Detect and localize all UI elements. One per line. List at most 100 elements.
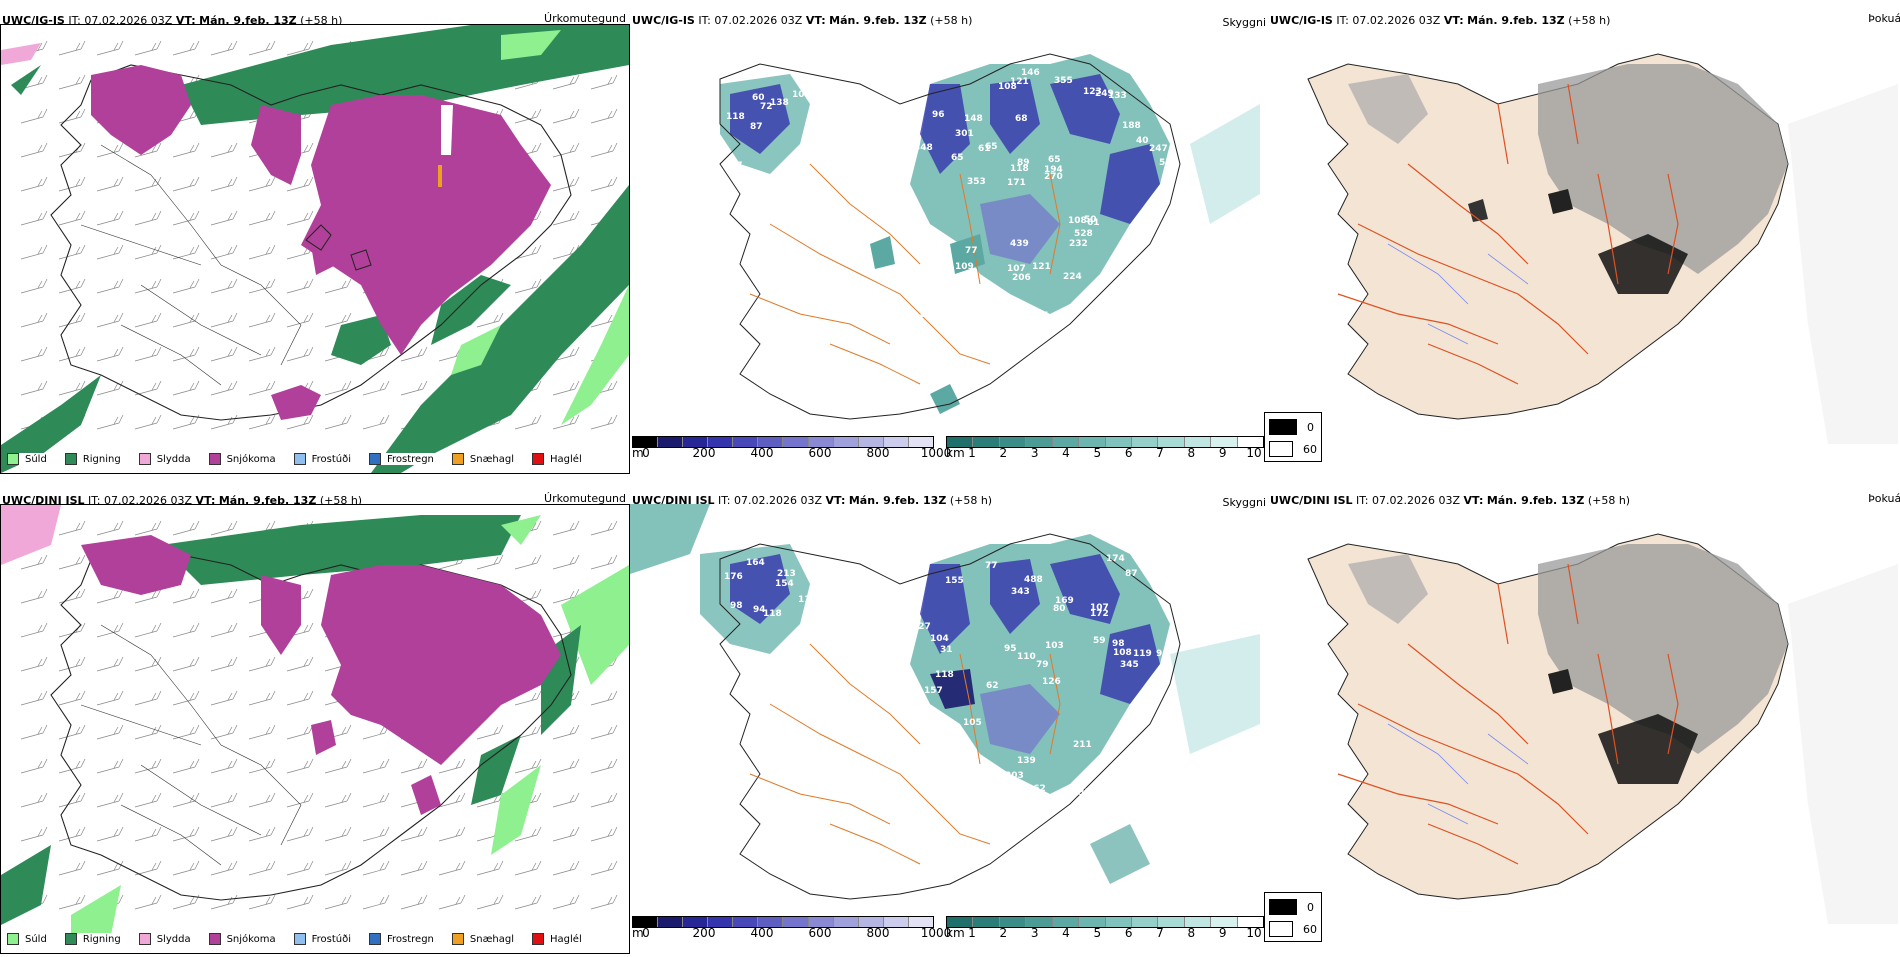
cloud-base-label: 194 xyxy=(1044,165,1063,175)
legend-label: Haglél xyxy=(550,933,582,945)
wind-barb xyxy=(96,278,124,294)
cloud-base-label: 87 xyxy=(750,122,763,132)
colorbar-segment xyxy=(1211,437,1238,447)
colorbar-segment xyxy=(683,437,709,447)
wind-barb xyxy=(210,724,238,740)
wind-barb xyxy=(286,792,314,808)
colorbar-segment xyxy=(783,917,809,927)
legend-item: Haglél xyxy=(532,933,582,945)
wind-barb xyxy=(96,244,124,260)
cloud-base-label: 104 xyxy=(930,634,949,644)
colorbar-tick-label: 1000 xyxy=(920,446,952,460)
panel-title: Þokuábendi xyxy=(1868,492,1900,505)
colorbar-segment xyxy=(833,917,859,927)
wind-barb xyxy=(134,312,162,328)
it-label: IT: xyxy=(68,14,81,27)
wind-barb xyxy=(20,312,48,328)
wind-barb xyxy=(286,414,314,430)
colorbar-tick-label: 9 xyxy=(1218,446,1227,460)
vt-value: Mán. 9.feb. 13Z xyxy=(848,494,947,507)
visibility-unit: km xyxy=(946,926,965,940)
colorbar-segment xyxy=(1026,437,1053,447)
wind-barb xyxy=(590,108,618,124)
cloud-base-unit: m xyxy=(632,446,644,460)
precip-map-svg xyxy=(1,25,629,473)
cloud-base-label: 65 xyxy=(985,142,998,152)
cloud-base-label: 7 xyxy=(1150,244,1156,254)
colorbar-segment xyxy=(1184,917,1212,927)
wind-barb xyxy=(210,312,238,328)
vt-label: VT: xyxy=(175,14,196,27)
cloud-base-label: 148 xyxy=(964,114,983,124)
wind-barb xyxy=(514,826,542,842)
colorbar-segment xyxy=(883,437,909,447)
wind-barb xyxy=(210,860,238,876)
fog-map-svg xyxy=(1307,53,1898,444)
colorbar-segment xyxy=(999,437,1027,447)
wind-barb xyxy=(248,414,276,430)
cloud-base-label: 54 xyxy=(1159,158,1172,168)
legend-swatch xyxy=(208,933,221,945)
wind-barb xyxy=(58,554,86,570)
legend-swatch xyxy=(64,933,77,945)
cloud-base-label: 118 xyxy=(798,595,817,605)
fog-legend-label: 60 xyxy=(1303,922,1317,936)
colorbar-tick-label: 10 xyxy=(1246,446,1262,460)
colorbar-tick-label: 6 xyxy=(1124,926,1133,940)
wind-barb xyxy=(324,278,352,294)
wind-barb xyxy=(590,142,618,158)
wind-barb xyxy=(20,656,48,672)
wind-barb xyxy=(134,622,162,638)
colorbar-tick-label: 7 xyxy=(1156,446,1164,460)
wind-barb xyxy=(590,826,618,842)
wind-barb xyxy=(58,108,86,124)
wind-barb xyxy=(20,758,48,774)
wind-barb xyxy=(172,860,200,876)
wind-barb xyxy=(210,690,238,706)
wind-barb xyxy=(552,176,580,192)
visibility-map: 164 213 118 94 118 98 176 154 157 80 79 100 77 62 7 96 1… xyxy=(630,504,1260,954)
panel-title: Úrkomutegund xyxy=(544,12,626,25)
wind-barb xyxy=(58,724,86,740)
it-label: IT: xyxy=(1356,494,1369,507)
wind-barb xyxy=(552,724,580,740)
wind-barb xyxy=(172,690,200,706)
wind-barb xyxy=(248,176,276,192)
wind-barb xyxy=(172,894,200,910)
colorbar-tick-label: 800 xyxy=(866,926,890,940)
lead-time: (+58 h) xyxy=(1568,14,1611,27)
cloud-base-label: 232 xyxy=(1069,239,1088,249)
wind-barb xyxy=(324,414,352,430)
wind-barb xyxy=(362,894,390,910)
fog-swatch xyxy=(1269,921,1293,937)
legend-item: Frostregn xyxy=(369,453,434,465)
wind-barb xyxy=(20,142,48,158)
cloud-base-label: 123 xyxy=(918,310,937,320)
wind-barb xyxy=(438,758,466,774)
cloud-base-label: 108 xyxy=(1119,767,1138,777)
wind-barb xyxy=(96,656,124,672)
legend-label: Snjókoma xyxy=(226,933,276,945)
wind-barb xyxy=(248,690,276,706)
panel-title: Skyggni xyxy=(1222,16,1266,29)
cloud-base-label: 67 xyxy=(730,161,743,171)
legend-swatch xyxy=(138,933,151,945)
colorbar-tick-label: 5 xyxy=(1093,926,1102,940)
wind-barb xyxy=(172,346,200,362)
cloud-base-label: 224 xyxy=(791,160,810,170)
cloud-base-label: 94 xyxy=(1156,649,1169,659)
wind-barb xyxy=(438,860,466,876)
cloud-base-label: 119 xyxy=(1133,649,1152,659)
cloud-base-label: 108 xyxy=(998,82,1017,92)
wind-barb xyxy=(210,176,238,192)
cloud-base-label: 107 xyxy=(1090,603,1109,613)
cloud-base-label: 68 xyxy=(1015,114,1028,124)
wind-barb xyxy=(590,860,618,876)
wind-barb xyxy=(172,656,200,672)
wind-barb xyxy=(362,414,390,430)
cloud-base-label: 146 xyxy=(1021,68,1040,78)
panel-header: UWC/IG-IS IT: 07.02.2026 03Z VT: Mán. 9.… xyxy=(2,14,342,27)
wind-barb xyxy=(134,758,162,774)
wind-barb xyxy=(400,826,428,842)
visibility-unit: km xyxy=(946,446,965,460)
